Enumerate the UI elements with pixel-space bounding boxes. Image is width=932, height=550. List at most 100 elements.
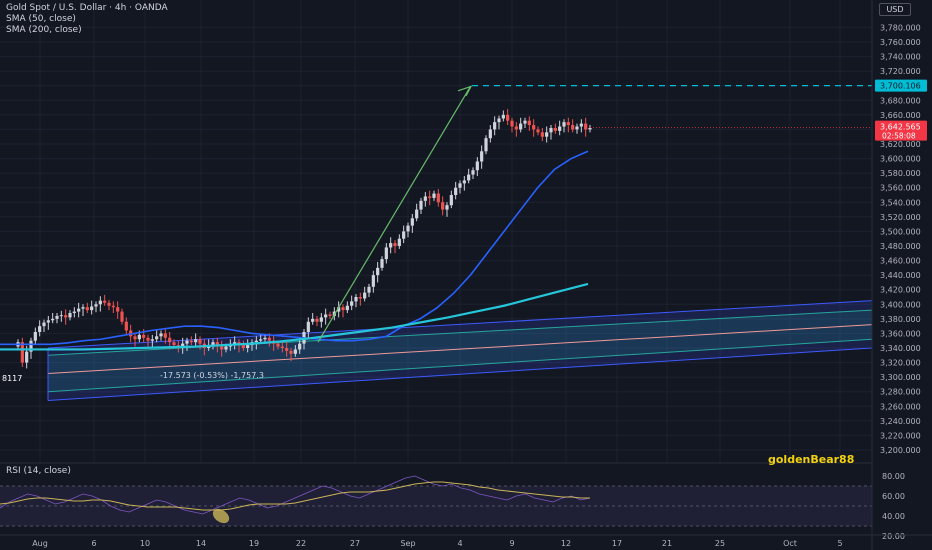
channel-line-outer-bottom[interactable] — [47, 347, 873, 401]
candle[interactable] — [532, 125, 536, 130]
candle[interactable] — [566, 122, 570, 126]
candle[interactable] — [159, 333, 163, 337]
candle[interactable] — [263, 337, 267, 340]
candle[interactable] — [423, 196, 427, 201]
candle[interactable] — [133, 336, 137, 340]
candle[interactable] — [493, 122, 497, 130]
candle[interactable] — [497, 118, 501, 123]
candle[interactable] — [432, 193, 436, 198]
candle[interactable] — [98, 300, 102, 305]
candle[interactable] — [523, 120, 527, 124]
candle[interactable] — [328, 314, 332, 316]
candle[interactable] — [584, 123, 588, 130]
candle[interactable] — [124, 321, 128, 331]
candle[interactable] — [380, 259, 384, 268]
candle[interactable] — [371, 275, 375, 287]
candle[interactable] — [311, 318, 315, 322]
candle[interactable] — [341, 307, 345, 311]
candle[interactable] — [315, 318, 319, 322]
candle[interactable] — [25, 351, 29, 363]
candle[interactable] — [42, 322, 46, 327]
candle[interactable] — [558, 126, 562, 131]
candle[interactable] — [233, 342, 237, 344]
sma50-line[interactable] — [0, 150, 589, 346]
candle[interactable] — [540, 132, 544, 137]
candle[interactable] — [384, 247, 388, 260]
rsi-line[interactable] — [0, 475, 591, 515]
sma200-line[interactable] — [0, 282, 589, 351]
candle[interactable] — [436, 193, 440, 203]
candle[interactable] — [406, 225, 410, 232]
candle[interactable] — [449, 195, 453, 206]
candle[interactable] — [168, 337, 172, 343]
candle[interactable] — [189, 340, 193, 343]
candle[interactable] — [410, 218, 414, 226]
projection-arrow[interactable] — [317, 86, 471, 343]
candle[interactable] — [220, 346, 224, 350]
channel-line-lower[interactable] — [47, 338, 873, 393]
candle[interactable] — [501, 114, 505, 119]
candle[interactable] — [254, 340, 258, 343]
candle[interactable] — [64, 315, 68, 318]
candle[interactable] — [198, 339, 202, 344]
candle[interactable] — [402, 231, 406, 239]
candle[interactable] — [484, 138, 488, 152]
candle[interactable] — [137, 334, 141, 340]
candle[interactable] — [120, 311, 124, 322]
candle[interactable] — [306, 321, 310, 332]
candle[interactable] — [298, 343, 302, 350]
rsi-ma-line[interactable] — [0, 481, 590, 511]
candle[interactable] — [285, 348, 289, 351]
candle[interactable] — [480, 151, 484, 162]
candle[interactable] — [55, 315, 59, 319]
candle[interactable] — [172, 342, 176, 346]
channel-line-middle[interactable] — [47, 324, 873, 374]
candle[interactable] — [419, 200, 423, 210]
candle[interactable] — [267, 337, 271, 341]
candle[interactable] — [38, 326, 42, 332]
candle[interactable] — [488, 129, 492, 139]
candle[interactable] — [571, 125, 575, 130]
sma200-legend[interactable]: SMA (200, close) — [6, 25, 82, 35]
candle[interactable] — [276, 343, 280, 347]
candle[interactable] — [194, 339, 198, 343]
candle[interactable] — [150, 339, 154, 341]
candle[interactable] — [259, 339, 263, 341]
candle[interactable] — [454, 187, 458, 195]
candle[interactable] — [389, 243, 393, 248]
candle[interactable] — [350, 301, 354, 306]
candle[interactable] — [553, 127, 557, 131]
candle[interactable] — [562, 122, 566, 127]
candle[interactable] — [68, 313, 72, 318]
candle[interactable] — [111, 305, 115, 308]
candle[interactable] — [51, 318, 55, 321]
candle[interactable] — [475, 161, 479, 171]
candle[interactable] — [527, 120, 531, 126]
candle[interactable] — [376, 267, 380, 276]
candle[interactable] — [81, 307, 85, 309]
candle[interactable] — [289, 350, 293, 354]
candle[interactable] — [163, 333, 167, 338]
candle[interactable] — [462, 180, 466, 184]
candle[interactable] — [397, 238, 401, 246]
candle[interactable] — [545, 132, 549, 137]
candle[interactable] — [94, 304, 98, 307]
candle[interactable] — [519, 123, 523, 130]
candle[interactable] — [85, 307, 89, 311]
candle[interactable] — [575, 126, 579, 130]
candle[interactable] — [293, 349, 297, 354]
candle[interactable] — [20, 342, 24, 363]
candle[interactable] — [549, 127, 553, 133]
candle[interactable] — [510, 120, 514, 127]
candle[interactable] — [393, 243, 397, 246]
candle[interactable] — [428, 196, 432, 198]
candle[interactable] — [363, 292, 367, 299]
candle[interactable] — [241, 345, 245, 348]
candle[interactable] — [59, 315, 63, 317]
candle[interactable] — [246, 345, 250, 348]
candle[interactable] — [107, 302, 111, 306]
candle[interactable] — [514, 126, 518, 130]
candle[interactable] — [33, 331, 37, 341]
candle[interactable] — [324, 314, 328, 318]
